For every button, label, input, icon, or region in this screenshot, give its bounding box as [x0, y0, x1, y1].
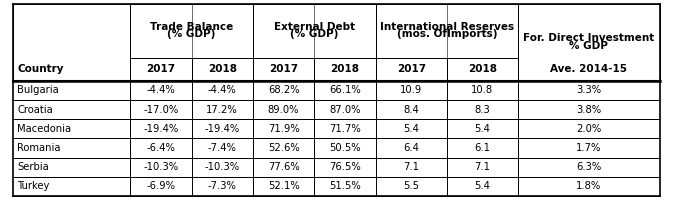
- Text: 7.1: 7.1: [474, 162, 491, 172]
- Text: Ave. 2014-15: Ave. 2014-15: [551, 64, 627, 74]
- Text: 71.9%: 71.9%: [268, 124, 299, 134]
- Text: -7.4%: -7.4%: [208, 143, 237, 153]
- Text: Bulgaria: Bulgaria: [17, 85, 59, 95]
- Text: 2018: 2018: [330, 64, 359, 74]
- Text: -6.9%: -6.9%: [147, 181, 176, 191]
- Text: International Reserves: International Reserves: [380, 22, 514, 32]
- Text: 6.3%: 6.3%: [576, 162, 602, 172]
- Text: 5.4: 5.4: [403, 124, 419, 134]
- Text: 51.5%: 51.5%: [329, 181, 361, 191]
- Text: 52.6%: 52.6%: [268, 143, 299, 153]
- Text: 68.2%: 68.2%: [268, 85, 299, 95]
- Text: 1.8%: 1.8%: [576, 181, 602, 191]
- Text: 2.0%: 2.0%: [576, 124, 602, 134]
- Text: Romania: Romania: [17, 143, 61, 153]
- Text: 5.4: 5.4: [474, 124, 491, 134]
- Text: 8.3: 8.3: [474, 105, 491, 115]
- Text: 17.2%: 17.2%: [207, 105, 238, 115]
- Text: 2017: 2017: [269, 64, 298, 74]
- Text: 3.8%: 3.8%: [576, 105, 602, 115]
- Text: 50.5%: 50.5%: [329, 143, 361, 153]
- Text: 7.1: 7.1: [403, 162, 419, 172]
- Text: % GDP: % GDP: [569, 41, 608, 51]
- Text: 8.4: 8.4: [403, 105, 419, 115]
- Text: 6.1: 6.1: [474, 143, 491, 153]
- Text: 2018: 2018: [208, 64, 237, 74]
- Text: Macedonia: Macedonia: [17, 124, 71, 134]
- Text: 77.6%: 77.6%: [268, 162, 299, 172]
- Text: 71.7%: 71.7%: [329, 124, 361, 134]
- Text: 52.1%: 52.1%: [268, 181, 299, 191]
- Text: 5.5: 5.5: [403, 181, 419, 191]
- Text: 76.5%: 76.5%: [329, 162, 361, 172]
- Text: (% GDP): (% GDP): [168, 29, 216, 39]
- Text: -19.4%: -19.4%: [143, 124, 178, 134]
- Text: 10.8: 10.8: [471, 85, 493, 95]
- Text: 2017: 2017: [146, 64, 176, 74]
- Text: Croatia: Croatia: [17, 105, 53, 115]
- Text: 2017: 2017: [396, 64, 426, 74]
- Text: For. Direct Investment: For. Direct Investment: [523, 33, 654, 43]
- Text: -4.4%: -4.4%: [208, 85, 237, 95]
- Text: 6.4: 6.4: [403, 143, 419, 153]
- Text: -19.4%: -19.4%: [205, 124, 240, 134]
- Text: -10.3%: -10.3%: [205, 162, 240, 172]
- Text: -10.3%: -10.3%: [143, 162, 178, 172]
- Text: -4.4%: -4.4%: [147, 85, 175, 95]
- Text: Trade Balance: Trade Balance: [150, 22, 233, 32]
- Text: 1.7%: 1.7%: [576, 143, 602, 153]
- Text: -6.4%: -6.4%: [147, 143, 176, 153]
- Text: Country: Country: [17, 64, 64, 74]
- Text: -17.0%: -17.0%: [143, 105, 178, 115]
- Text: Serbia: Serbia: [17, 162, 49, 172]
- Text: (% GDP): (% GDP): [290, 29, 339, 39]
- Text: 5.4: 5.4: [474, 181, 491, 191]
- Text: (mos. OfImports): (mos. OfImports): [396, 29, 497, 39]
- Text: 2018: 2018: [468, 64, 497, 74]
- Text: -7.3%: -7.3%: [208, 181, 237, 191]
- Text: 89.0%: 89.0%: [268, 105, 299, 115]
- Text: Turkey: Turkey: [17, 181, 50, 191]
- Text: External Debt: External Debt: [274, 22, 355, 32]
- Text: 3.3%: 3.3%: [576, 85, 602, 95]
- Text: 10.9: 10.9: [400, 85, 423, 95]
- Text: 66.1%: 66.1%: [329, 85, 361, 95]
- Text: 87.0%: 87.0%: [329, 105, 361, 115]
